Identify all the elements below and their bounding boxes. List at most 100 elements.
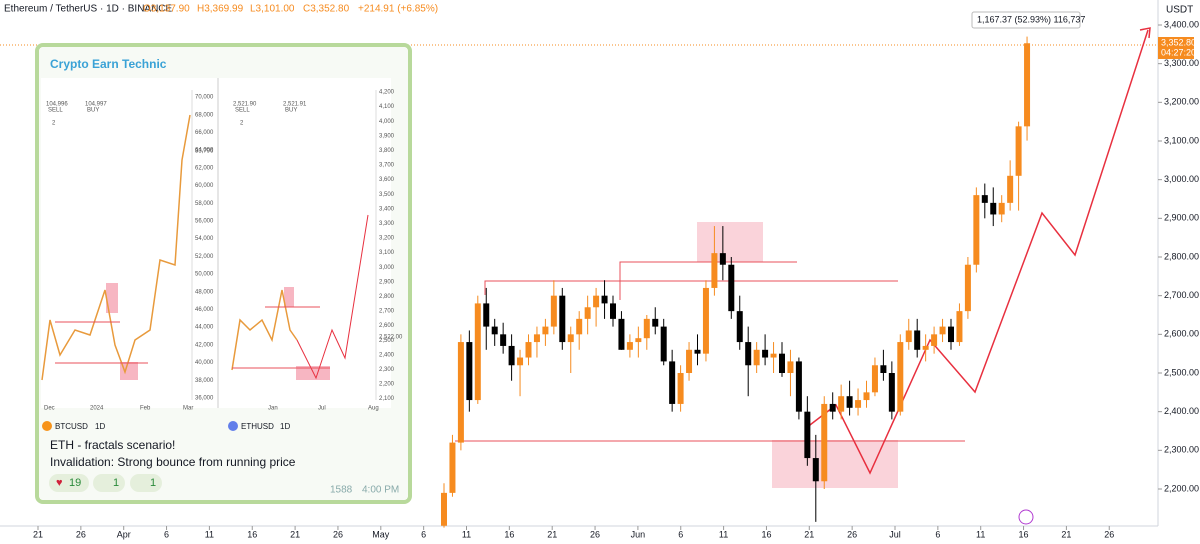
x-tick-label: 26 [1104, 529, 1114, 539]
candle-body [626, 342, 633, 350]
candle-body [517, 357, 524, 366]
y-tick-label: 3,200.00 [1164, 97, 1199, 107]
x-tick-label: 16 [1019, 529, 1029, 539]
reaction[interactable] [49, 474, 89, 492]
candle-body [576, 318, 583, 335]
inset-y-label: 2,200 [379, 382, 395, 388]
y-tick-label: 3,300.00 [1164, 58, 1199, 68]
candle-body [500, 334, 507, 346]
inset-y-label: 36,000 [195, 395, 214, 401]
candle-body [787, 361, 794, 373]
candle-body [441, 492, 447, 526]
event-icon [1018, 509, 1034, 525]
candle-body [686, 349, 693, 373]
reaction[interactable] [130, 474, 162, 492]
inset-y-label: 3,600 [379, 177, 395, 183]
highlight-box [772, 440, 898, 488]
inset: Crypto Earn Technic 70,000 68,000 66,000 64… [35, 43, 412, 504]
level-line [619, 261, 797, 300]
y-tick-label: 2,300.00 [1164, 445, 1199, 455]
candle-body [964, 264, 971, 312]
inset-quote: BUY [285, 108, 297, 114]
candle-body [779, 353, 785, 373]
inset-price [231, 289, 298, 371]
candle-body [550, 295, 557, 327]
candle-body [702, 287, 709, 354]
candle-body [719, 253, 726, 265]
inset-price: 83,796 [195, 149, 214, 155]
message-line: Invalidation: Strong bounce from running… [50, 455, 296, 469]
candle-body [897, 342, 904, 412]
views: 1588 [330, 485, 353, 496]
inset-y-label: 46,000 [195, 307, 214, 313]
inset-x-label: Aug [368, 406, 379, 412]
ohlc-close: C3,352.80 [303, 4, 350, 15]
inset-y-label: 48,000 [195, 289, 214, 295]
inset-y-label: 2,600 [379, 323, 395, 329]
price-tag-countdown: 04:27:20 [1161, 47, 1196, 57]
candle-body [559, 295, 566, 343]
x-tick-label: 6 [164, 529, 169, 539]
candle-body [863, 392, 870, 401]
x-tick-label: Jun [631, 529, 646, 539]
candle-body [652, 318, 659, 327]
candle-body [905, 330, 912, 343]
candle-body [525, 342, 532, 358]
ohlc-change: +214.91 (+6.85%) [358, 4, 438, 15]
y-tick-label: 2,200.00 [1164, 483, 1199, 493]
candle-body [948, 326, 954, 343]
x-tick-label: May [372, 529, 390, 539]
y-tick-label: 3,100.00 [1164, 135, 1199, 145]
y-tick-label: 2,600.00 [1164, 329, 1199, 339]
projection-path [805, 29, 1149, 475]
price-tag [1158, 37, 1194, 59]
candle-body [694, 349, 701, 354]
inset-y-label: 2,300 [379, 367, 395, 373]
y-tick-label: 2,700.00 [1164, 290, 1199, 300]
inset-y-label: 3,700 [379, 163, 395, 169]
inset-y-label: 3,200 [379, 236, 395, 242]
inset-y-label: 68,000 [195, 112, 214, 118]
candle-body [939, 326, 946, 335]
projection-arrow [1139, 27, 1151, 39]
x-tick-label: 6 [678, 529, 683, 539]
highlight-box [697, 222, 763, 262]
candle-body [829, 403, 836, 412]
reaction-count: 1 [113, 477, 119, 489]
x-tick-label: Apr [117, 529, 131, 539]
inset-quote: 2,521.90 [233, 102, 257, 108]
candle-body [804, 411, 811, 459]
candle-body [635, 338, 642, 343]
plot: 2,200.00 2,300.00 2,400.00 2,500.00 2,600.00… [33, 19, 1199, 539]
inset-y-label: 62,000 [195, 165, 214, 171]
candle-body [669, 361, 676, 404]
candle-body [457, 342, 464, 443]
inset-quote: SELL [48, 108, 63, 114]
candle-body [973, 195, 980, 265]
candle-body [728, 264, 735, 312]
candle-body [745, 342, 752, 366]
inset-projection [296, 214, 369, 380]
measure-label: 1,167.37 (52.93%) 116,737 [977, 14, 1085, 24]
left-symbol: BTCUSD [55, 422, 88, 431]
y-tick-label: 2,400.00 [1164, 406, 1199, 416]
candle-body [618, 318, 625, 350]
btc-icon [42, 421, 52, 431]
candle-body [981, 195, 988, 203]
inset-y-label: 4,000 [379, 119, 395, 125]
inset-y-label: 2,100 [379, 396, 395, 402]
inset-quote: SELL [235, 108, 250, 114]
candle-body [914, 330, 921, 350]
inset-y-label: 2,500 [379, 338, 395, 344]
candle-body [660, 326, 667, 362]
x-tick-label: 21 [804, 529, 814, 539]
y-tick-label: 3,000.00 [1164, 174, 1199, 184]
inset-y-label: 3,800 [379, 148, 395, 154]
inset-y-label: 56,000 [195, 218, 214, 224]
x-tick-label: 6 [935, 529, 940, 539]
reaction[interactable] [93, 474, 125, 492]
candle-body [753, 349, 760, 366]
candle-body [838, 396, 845, 412]
time: 4:00 PM [362, 485, 399, 496]
